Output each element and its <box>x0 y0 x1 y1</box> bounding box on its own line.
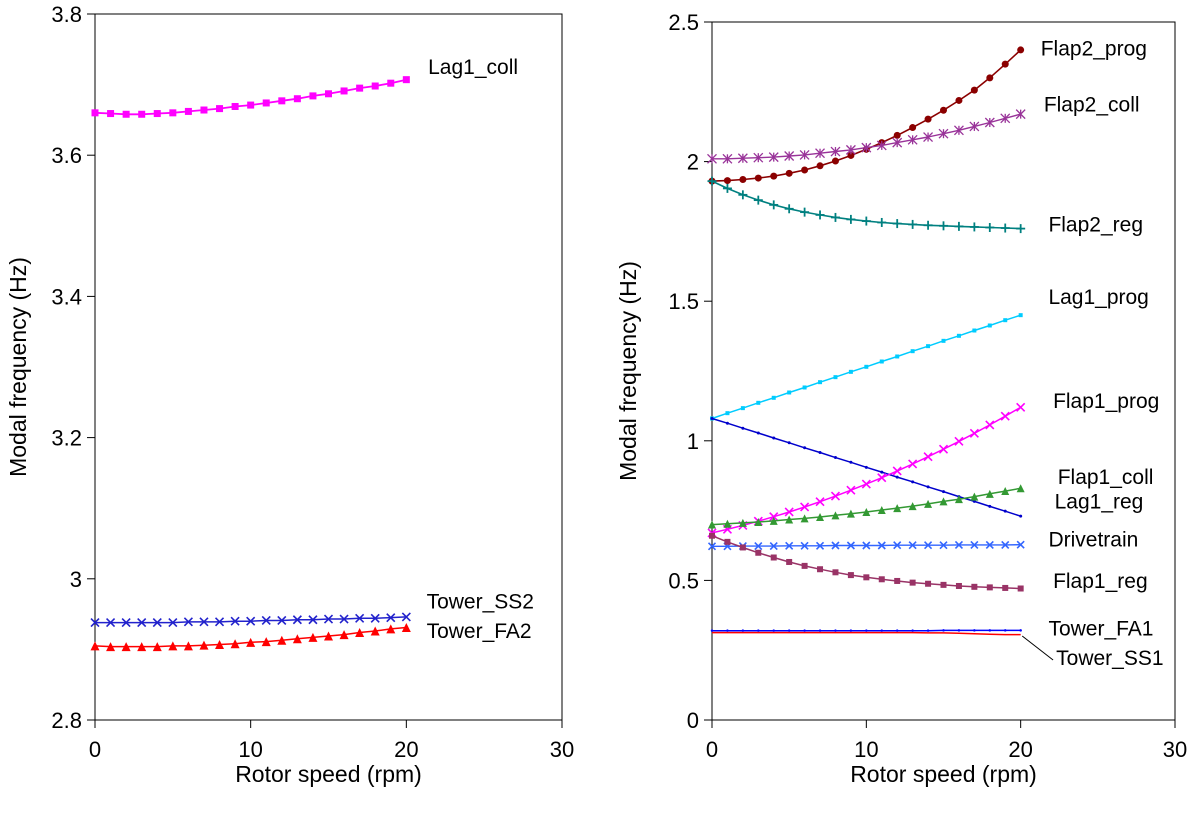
y-tick-label: 2.5 <box>668 10 699 35</box>
series-label-Flap2_coll: Flap2_coll <box>1044 93 1140 116</box>
y-tick-label: 1.5 <box>668 289 699 314</box>
series-label-Lag1_coll: Lag1_coll <box>428 56 518 79</box>
x-tick-label: 20 <box>1008 737 1032 762</box>
left-chart: 0 10 20 30 2.8 3 3.2 3.4 3.6 3.8 Rotor speed (rpm)… <box>5 2 575 787</box>
y-tick-label: 0 <box>687 708 699 733</box>
y-tick-label: 0.5 <box>668 568 699 593</box>
y-axis-title: Modal frequency (Hz) <box>615 261 641 481</box>
x-axis-title: Rotor speed (rpm) <box>850 761 1037 787</box>
axes: 0 10 20 30 2.8 3 3.2 3.4 3.6 3.8 <box>51 2 574 762</box>
x-tick-label: 20 <box>394 737 418 762</box>
x-tick-label: 10 <box>238 737 262 762</box>
series-Tower_SS1: Tower_SS1 <box>712 631 1164 670</box>
y-tick-label: 3 <box>70 567 82 592</box>
x-tick-label: 30 <box>1163 737 1187 762</box>
series-label-Lag1_prog: Lag1_prog <box>1048 286 1148 309</box>
series-Tower_FA1: Tower_FA1 <box>710 618 1154 641</box>
series-Tower_FA2: Tower_FA2 <box>90 620 532 652</box>
series-line <box>712 631 1021 636</box>
axes: 0 10 20 30 0 0.5 1 1.5 2 2.5 <box>668 10 1187 762</box>
plot-border <box>711 21 1176 721</box>
series-Flap1_coll: Flap1_coll <box>708 466 1154 529</box>
x-axis-title: Rotor speed (rpm) <box>235 761 422 787</box>
y-tick-label: 3.8 <box>51 2 82 27</box>
y-tick-label: 1 <box>687 429 699 454</box>
series-label-Flap1_reg: Flap1_reg <box>1053 570 1148 593</box>
series-label-Flap2_prog: Flap2_prog <box>1041 38 1147 61</box>
series-label-Tower_SS2: Tower_SS2 <box>427 590 534 613</box>
series-Lag1_coll: Lag1_coll <box>91 56 518 118</box>
x-tick-label: 0 <box>89 737 101 762</box>
series-Flap1_prog: Flap1_prog <box>707 390 1159 538</box>
series-Flap2_reg: Flap2_reg <box>707 176 1143 236</box>
x-tick-label: 0 <box>706 737 718 762</box>
series-Flap1_reg: Flap1_reg <box>709 532 1148 593</box>
series-label-Tower_FA2: Tower_FA2 <box>427 620 532 643</box>
y-axis-title: Modal frequency (Hz) <box>5 257 31 477</box>
y-tick-label: 2.8 <box>51 708 82 733</box>
plot-border <box>94 13 563 721</box>
series-label-Flap2_reg: Flap2_reg <box>1048 213 1143 236</box>
y-tick-label: 3.6 <box>51 143 82 168</box>
series-label-Drivetrain: Drivetrain <box>1048 528 1138 551</box>
series-Flap2_coll: Flap2_coll <box>707 93 1140 164</box>
series-Lag1_prog: Lag1_prog <box>710 286 1149 421</box>
series-label-Lag1_reg: Lag1_reg <box>1055 491 1144 514</box>
series-Lag1_reg: Lag1_reg <box>710 416 1144 518</box>
x-tick-label: 30 <box>550 737 574 762</box>
x-tick-label: 10 <box>854 737 878 762</box>
series-label-Flap1_prog: Flap1_prog <box>1053 390 1159 413</box>
chart-svg-left: 0 10 20 30 2.8 3 3.2 3.4 3.6 3.8 Rotor speed (rpm)… <box>5 2 574 787</box>
y-tick-label: 3.4 <box>51 284 82 309</box>
series-label-Tower_SS1: Tower_SS1 <box>1056 647 1163 670</box>
series-line <box>711 535 1021 590</box>
y-tick-label: 2 <box>687 150 699 175</box>
chart-svg-right: 0 10 20 30 0 0.5 1 1.5 2 2.5 Rotor speed (rpm) Moda… <box>615 10 1187 787</box>
series-Flap2_prog: Flap2_prog <box>708 38 1147 185</box>
label-leader-line <box>1021 635 1054 661</box>
series-label-Tower_FA1: Tower_FA1 <box>1048 618 1153 641</box>
y-tick-label: 3.2 <box>51 426 82 451</box>
series-Drivetrain: Drivetrain <box>707 528 1138 551</box>
series-Tower_SS2: Tower_SS2 <box>90 590 534 628</box>
right-chart: 0 10 20 30 0 0.5 1 1.5 2 2.5 Rotor speed (rpm) Moda… <box>596 0 1191 813</box>
series-label-Flap1_coll: Flap1_coll <box>1058 466 1154 489</box>
